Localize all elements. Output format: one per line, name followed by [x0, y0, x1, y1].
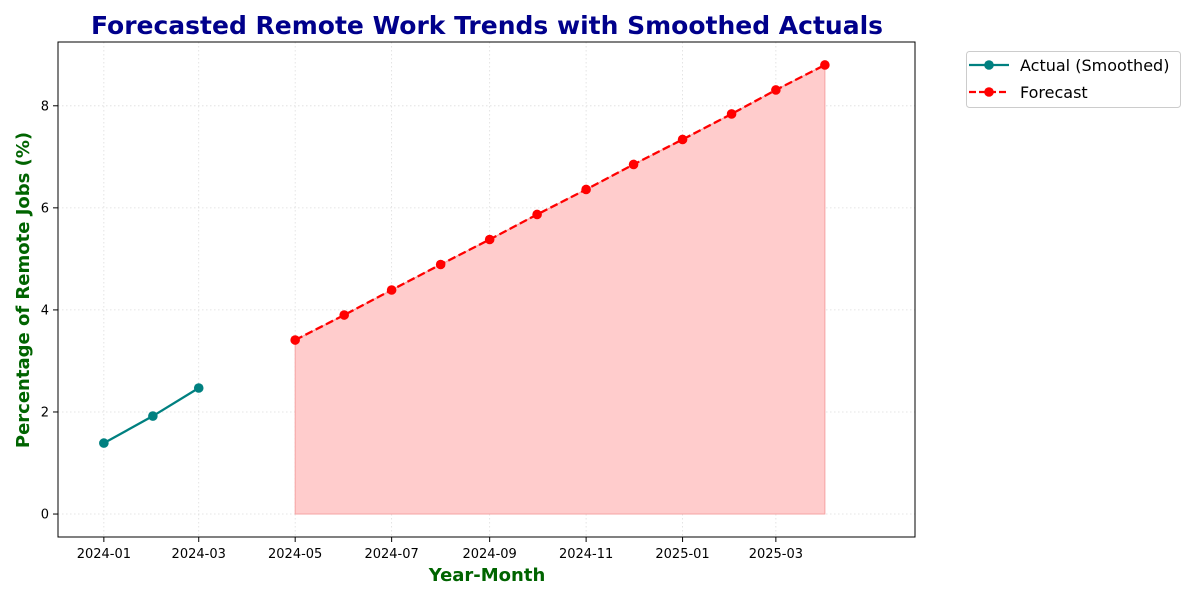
forecast-point: [435, 259, 446, 270]
actual-smoothed-point: [99, 438, 109, 448]
forecast-line: [294, 63, 826, 342]
plot-frame: [57, 41, 916, 538]
x-axis-label: Year-Month: [428, 565, 546, 586]
forecast-point: [628, 159, 639, 170]
legend-forecast-marker: [984, 87, 994, 97]
legend-box: [966, 51, 1181, 108]
x-tick-label: 2024-07: [364, 547, 418, 562]
actual-smoothed-point: [148, 411, 158, 421]
x-tick-label: 2024-09: [462, 547, 516, 562]
forecast-point: [771, 85, 781, 95]
forecast-point: [820, 60, 830, 70]
x-tick-label: 2024-05: [268, 547, 322, 562]
actual-smoothed-point: [193, 383, 204, 393]
x-tick-label: 2025-01: [655, 547, 709, 562]
legend-actual-smoothed-marker: [984, 60, 994, 70]
y-tick-label: 8: [41, 99, 49, 114]
legend: Actual (Smoothed) Forecast: [966, 51, 1181, 108]
y-tick-label: 6: [41, 201, 49, 216]
y-tick-label: 0: [41, 508, 49, 523]
x-tick-label: 2024-11: [559, 547, 613, 562]
series-actual-smoothed: [99, 383, 204, 448]
legend-forecast-label: Forecast: [1020, 83, 1088, 102]
plot-area: 2024-01 2024-03 2024-05 2024-07 2024-09 2024-…: [41, 41, 916, 562]
y-axis-label: Percentage of Remote Jobs (%): [13, 132, 34, 448]
forecast-point: [386, 285, 397, 295]
y-tick-label: 2: [41, 405, 49, 420]
x-tick-label: 2025-03: [749, 547, 803, 562]
forecast-point: [532, 209, 542, 220]
forecast-point: [581, 184, 591, 195]
forecast-point: [339, 310, 349, 320]
y-tick-label: 4: [41, 303, 49, 318]
x-tick-label: 2024-03: [172, 547, 226, 562]
forecast-point: [677, 134, 688, 145]
forecast-point: [484, 234, 495, 245]
forecast-fill-area: [294, 64, 826, 515]
forecast-point: [290, 335, 300, 345]
x-tick-label: 2024-01: [77, 547, 131, 562]
forecast-point: [726, 109, 737, 119]
legend-actual-smoothed-label: Actual (Smoothed): [1020, 56, 1169, 75]
series-forecast: [290, 60, 830, 345]
chart-title: Forecasted Remote Work Trends with Smoot…: [91, 11, 883, 40]
